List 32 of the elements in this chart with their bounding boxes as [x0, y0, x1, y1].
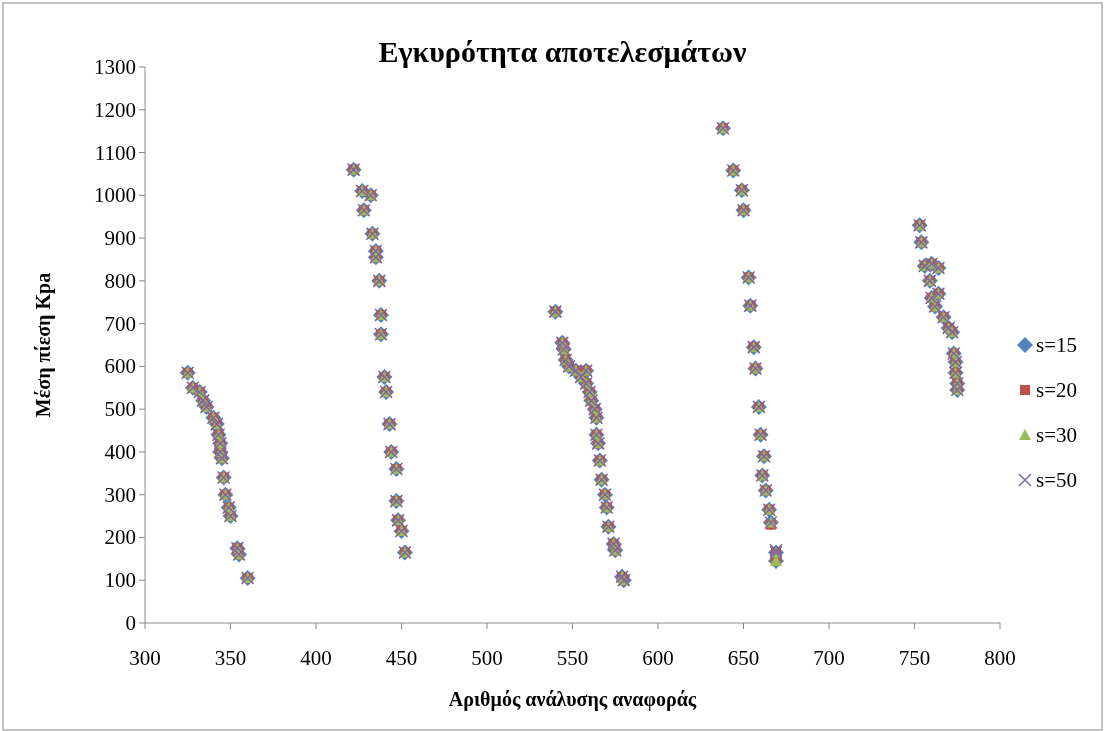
- x-tick-label: 350: [214, 646, 247, 670]
- x-tick-label: 800: [984, 646, 1016, 670]
- y-tick-label: 1000: [94, 183, 136, 208]
- x-tick-label: 450: [385, 646, 418, 670]
- y-tick-label: 400: [104, 439, 136, 464]
- x-tick-label: 300: [129, 646, 161, 670]
- y-tick-label: 800: [104, 268, 136, 293]
- chart-title: Εγκυρότητα αποτελεσμάτων: [378, 35, 748, 68]
- legend-label: s=30: [1036, 423, 1078, 447]
- x-tick-label: 700: [813, 646, 845, 670]
- y-tick-label: 200: [104, 525, 136, 550]
- x-tick-label: 650: [727, 646, 760, 670]
- y-tick-label: 900: [104, 226, 136, 251]
- y-tick-label: 1100: [94, 140, 136, 165]
- y-tick-label: 100: [104, 568, 136, 593]
- x-tick-label: 400: [300, 646, 332, 670]
- y-tick-label: 1300: [94, 55, 136, 79]
- x-axis-title: Αριθμός ανάλυσης αναφοράς: [448, 688, 697, 711]
- y-tick-label: 300: [104, 482, 136, 507]
- y-tick-label: 1200: [94, 97, 136, 122]
- y-tick-label: 600: [104, 354, 136, 379]
- x-tick-label: 600: [642, 646, 674, 670]
- y-axis-title: Μέση πίεση Kpa: [32, 272, 55, 418]
- legend-label: s=15: [1036, 333, 1078, 357]
- legend-label: s=20: [1036, 378, 1078, 402]
- x-tick-label: 550: [556, 646, 589, 670]
- y-tick-label: 500: [104, 397, 136, 422]
- legend-label: s=50: [1036, 468, 1078, 492]
- x-tick-label: 500: [471, 646, 503, 670]
- x-tick-label: 750: [898, 646, 931, 670]
- y-tick-label: 700: [104, 311, 136, 336]
- y-tick-label: 0: [125, 611, 136, 635]
